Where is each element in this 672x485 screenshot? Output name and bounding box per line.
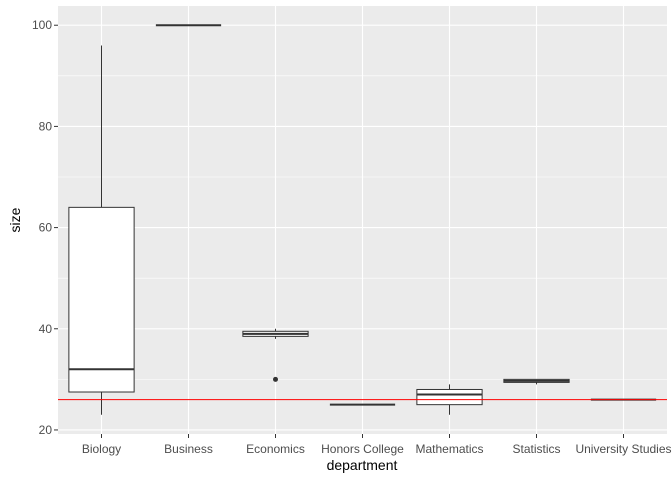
x-axis-title: department <box>327 457 398 473</box>
x-tick-label: Mathematics <box>415 442 483 456</box>
x-tick-label: Economics <box>246 442 305 456</box>
box-iqr <box>68 206 135 393</box>
y-axis: 20 40 60 80 100 <box>32 18 58 437</box>
y-tick-label: 40 <box>39 322 53 336</box>
x-tick-label: University Studies <box>575 442 671 456</box>
y-axis-title: size <box>7 207 23 232</box>
x-tick-label: Statistics <box>512 442 560 456</box>
x-axis: Biology Business Economics Honors College Ma… <box>82 434 672 456</box>
x-tick-label: Honors College <box>321 442 404 456</box>
outlier-point <box>273 376 278 382</box>
box-iqr <box>416 388 483 406</box>
y-tick-label: 20 <box>39 423 53 437</box>
y-tick-label: 80 <box>39 119 53 133</box>
boxes-layer <box>68 24 657 415</box>
x-tick-label: Biology <box>82 442 121 456</box>
y-tick-label: 100 <box>32 18 52 32</box>
x-tick-label: Business <box>164 442 213 456</box>
y-tick-label: 60 <box>39 221 53 235</box>
